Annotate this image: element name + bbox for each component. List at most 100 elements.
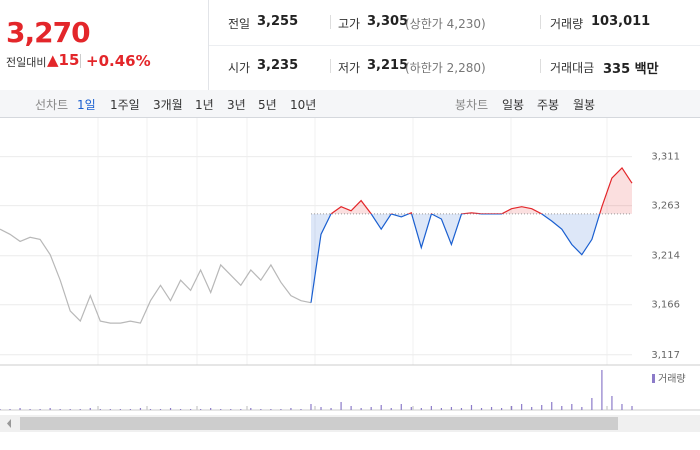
volume-bar xyxy=(531,407,533,410)
change-label: 전일대비 xyxy=(6,56,47,69)
change-pct: +0.46% xyxy=(86,52,151,70)
volume-bar xyxy=(500,408,503,410)
volume-bar xyxy=(300,409,302,410)
volume-bar xyxy=(149,409,152,410)
volume-bar xyxy=(109,409,111,410)
tab[interactable]: 1년 xyxy=(195,98,214,112)
volume-bar xyxy=(49,408,51,410)
volume-bar xyxy=(601,370,603,410)
y-tick-label: 3,214 xyxy=(651,251,680,262)
tab[interactable]: 1주일 xyxy=(110,98,140,112)
volume-bar xyxy=(220,409,222,410)
tab[interactable]: 주봉 xyxy=(537,98,560,112)
volume-bar xyxy=(59,409,61,410)
tab[interactable]: 3개월 xyxy=(153,98,183,112)
volume-bar xyxy=(380,405,382,410)
volume-bar xyxy=(360,408,362,410)
volume-bar xyxy=(581,407,583,410)
volume-bar xyxy=(631,406,633,410)
volume-bar xyxy=(541,405,543,410)
change: ▲15 xyxy=(47,51,79,69)
volume-bar xyxy=(290,408,292,410)
scroll-thumb xyxy=(20,417,618,430)
volume-bar xyxy=(280,409,282,410)
volume-bar xyxy=(39,409,41,410)
stat-value: 335 백만 xyxy=(603,62,659,77)
divider xyxy=(540,59,541,73)
y-tick-label: 3,263 xyxy=(651,201,680,212)
volume-bar xyxy=(621,404,623,410)
volume-bar xyxy=(480,408,483,410)
volume-bar xyxy=(19,408,21,410)
volume-bar xyxy=(99,409,101,410)
stat-value: 3,215 xyxy=(367,58,409,73)
stat-label: 시가 xyxy=(228,61,251,75)
volume-bar xyxy=(0,409,1,410)
volume-bar xyxy=(330,408,332,410)
volume-bar xyxy=(450,407,453,410)
tab[interactable]: 월봉 xyxy=(573,98,596,112)
stat-label: 거래대금 xyxy=(550,61,595,75)
volume-bar xyxy=(29,409,31,410)
stat-value: 103,011 xyxy=(591,14,651,29)
divider xyxy=(208,0,209,90)
volume-bar xyxy=(420,408,422,410)
area-fill xyxy=(331,167,632,214)
tab: 봉차트 xyxy=(455,98,489,112)
y-tick-label: 3,166 xyxy=(651,300,680,311)
volume-bar xyxy=(440,408,442,410)
volume-bar xyxy=(89,408,91,410)
volume-bar xyxy=(340,402,342,410)
volume-bar xyxy=(9,409,11,410)
volume-bar xyxy=(119,409,121,410)
volume-bar xyxy=(611,396,613,410)
stat-value: 3,255 xyxy=(257,14,299,29)
legend-label: 거래량 xyxy=(658,373,686,385)
volume-bar xyxy=(210,408,212,410)
volume-bar xyxy=(400,404,402,410)
volume-bar xyxy=(320,407,322,410)
volume-bar xyxy=(169,408,172,410)
tab[interactable]: 1일 xyxy=(77,98,96,112)
volume-bar xyxy=(230,409,232,410)
volume-bar xyxy=(511,406,513,410)
stat-value: 3,305 xyxy=(367,14,409,29)
volume-bar xyxy=(571,404,573,410)
price-line xyxy=(0,228,312,324)
volume-bar xyxy=(250,408,252,410)
volume-bar xyxy=(521,404,523,410)
y-tick-label: 3,117 xyxy=(651,350,680,361)
price-line xyxy=(310,213,601,303)
tab[interactable]: 일봉 xyxy=(502,98,525,112)
divider xyxy=(330,15,331,29)
volume-bar xyxy=(350,406,352,410)
up-arrow: ▲ xyxy=(47,51,59,69)
divider xyxy=(330,59,331,73)
volume-bar xyxy=(591,398,593,410)
y-tick-label: 3,311 xyxy=(651,152,680,163)
stat-value: 3,235 xyxy=(257,58,299,73)
volume-bar xyxy=(460,408,463,410)
volume-bar xyxy=(390,408,392,410)
volume-bar xyxy=(200,409,202,410)
volume-bar xyxy=(240,409,242,410)
tab[interactable]: 5년 xyxy=(258,98,277,112)
tab[interactable]: 10년 xyxy=(290,98,317,112)
volume-bar xyxy=(190,409,192,410)
volume-bar xyxy=(470,405,473,410)
scroll-arrow xyxy=(7,419,11,428)
tab[interactable]: 3년 xyxy=(227,98,246,112)
chart: 3,311 3,263 3,214 3,166 3,117 거래량 xyxy=(0,118,700,432)
stat-note: (상한가 4,230) xyxy=(405,17,486,31)
stat-label: 저가 xyxy=(338,61,361,75)
volume-bar xyxy=(79,409,81,410)
volume-bar xyxy=(270,409,272,410)
tab: 선차트 xyxy=(35,98,69,112)
divider xyxy=(80,54,81,68)
stat-label: 전일 xyxy=(228,17,251,31)
price: 3,270 xyxy=(6,16,91,49)
stat-label: 고가 xyxy=(338,17,361,31)
price-line xyxy=(330,166,633,214)
change-value: 15 xyxy=(58,51,80,69)
